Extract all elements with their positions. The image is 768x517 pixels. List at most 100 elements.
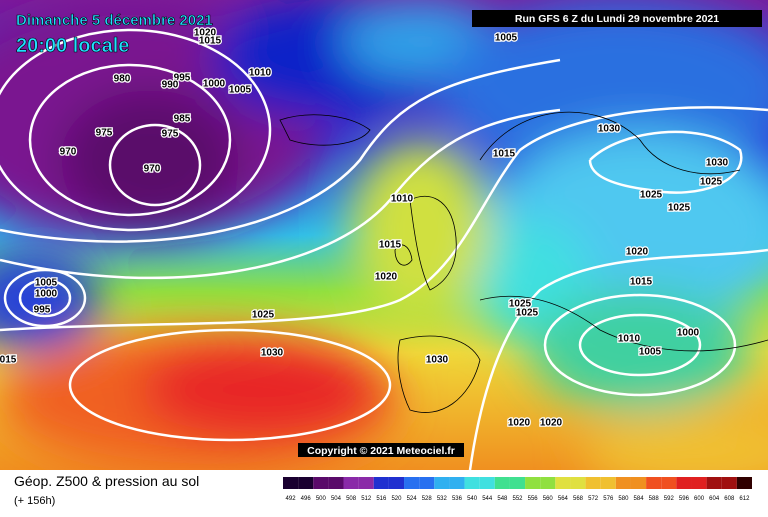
colorbar-swatch [585, 477, 601, 489]
colorbar-label: 536 [452, 496, 463, 502]
colorbar-label: 560 [543, 496, 554, 502]
colorbar-label: 504 [331, 496, 342, 502]
colorbar-label: 588 [649, 496, 660, 502]
footer-lead: (+ 156h) [14, 495, 55, 507]
colorbar-swatch [661, 477, 677, 489]
isobar-label: 995 [174, 73, 191, 84]
time: 20:00 locale [16, 35, 129, 57]
isobar-label: 1025 [640, 190, 663, 201]
colorbar-label: 608 [724, 496, 735, 502]
isobar-label: 1030 [598, 124, 621, 135]
isobar-label: 1015 [493, 149, 516, 160]
colorbar-label: 592 [664, 496, 675, 502]
colorbar-swatch [283, 477, 299, 489]
colorbar-label: 568 [573, 496, 584, 502]
isobar-label: 1010 [391, 194, 414, 205]
isobar-label: 995 [34, 305, 51, 316]
isobar-label: 1025 [252, 310, 275, 321]
colorbar-label: 572 [588, 496, 599, 502]
run-box [472, 10, 762, 27]
isobar-label: 1030 [706, 158, 729, 169]
colorbar-label: 540 [467, 496, 478, 502]
colorbar-swatch [721, 477, 737, 489]
isobar-label: 1005 [229, 85, 252, 96]
isobar-label: 1005 [35, 278, 58, 289]
colorbar-swatch [691, 477, 707, 489]
isobar-label: 1030 [426, 355, 449, 366]
colorbar-label: 524 [407, 496, 418, 502]
isobar-label: 975 [162, 129, 179, 140]
colorbar-label: 600 [694, 496, 705, 502]
isobar-label: 990 [162, 80, 179, 91]
colorbar: 492 496 500 504 508 512 516 520 524 528 532 536 540 5… [283, 477, 752, 502]
colorbar-label: 548 [497, 496, 508, 502]
colorbar-swatch [509, 477, 526, 489]
colorbar-swatch [736, 477, 752, 489]
colorbar-swatch [570, 477, 586, 489]
colorbar-swatch [555, 477, 571, 489]
coastlines [279, 111, 768, 413]
field [0, 0, 768, 470]
colorbar-swatch [464, 477, 480, 489]
isobar-label: 015 [0, 355, 17, 366]
isobar-label: 1020 [194, 28, 217, 39]
colorbar-label: 556 [528, 496, 539, 502]
isobar-label: 1010 [618, 334, 641, 345]
colorbar-label: 580 [618, 496, 629, 502]
colorbar-swatch [328, 477, 344, 489]
isobar-label: 1025 [509, 299, 532, 310]
isobar-label: 1005 [495, 33, 518, 44]
isobar-label: 1000 [677, 328, 700, 339]
isobar-label: 970 [144, 164, 161, 175]
isobar-label: 1020 [626, 247, 649, 258]
isobar-label: 1015 [379, 240, 402, 251]
isobar-label: 1015 [630, 277, 653, 288]
colorbar-swatch [434, 477, 450, 489]
isobar-label: 975 [96, 128, 113, 139]
isobar-label: 1000 [203, 79, 226, 90]
colorbar-label: 512 [361, 496, 372, 502]
isobar-label: 970 [60, 147, 77, 158]
colorbar-label: 544 [482, 496, 493, 502]
colorbar-swatch [449, 477, 465, 489]
isobar-label: 1005 [639, 347, 662, 358]
colorbar-swatch [358, 477, 374, 489]
colorbar-swatch [494, 477, 510, 489]
run-info: Run GFS 6 Z du Lundi 29 novembre 2021 [515, 13, 719, 25]
colorbar-label: 552 [512, 496, 523, 502]
colorbar-label: 576 [603, 496, 614, 502]
colorbar-label: 496 [301, 496, 312, 502]
isobar-label: 980 [114, 74, 131, 85]
colorbar-swatch [419, 477, 435, 489]
colorbar-label: 528 [422, 496, 433, 502]
colorbar-label: 564 [558, 496, 569, 502]
isobars [0, 28, 768, 470]
colorbar-label: 520 [391, 496, 402, 502]
isobar-label: 1025 [700, 177, 723, 188]
colorbar-swatch [343, 477, 359, 489]
colorbar-swatch [388, 477, 405, 489]
isobar-label: 1010 [249, 68, 272, 79]
colorbar-swatch [676, 477, 692, 489]
colorbar-swatch [404, 477, 420, 489]
isobar-label: 1025 [516, 308, 539, 319]
colorbar-label: 500 [316, 496, 327, 502]
isobar-label: 1030 [261, 348, 284, 359]
colorbar-swatch [479, 477, 495, 489]
colorbar-swatch [615, 477, 631, 489]
isobar-label: 1020 [540, 418, 563, 429]
colorbar-label: 604 [709, 496, 720, 502]
colorbar-swatch [525, 477, 541, 489]
colorbar-label: 492 [286, 496, 297, 502]
colorbar-label: 596 [679, 496, 690, 502]
isobar-label: 1000 [35, 289, 58, 300]
colorbar-label: 612 [739, 496, 750, 502]
colorbar-swatch [540, 477, 556, 489]
colorbar-label: 516 [376, 496, 387, 502]
footer-title: Géop. Z500 & pression au sol [14, 473, 199, 489]
colorbar-swatch [706, 477, 722, 489]
isobar-label: 985 [174, 114, 191, 125]
colorbar-swatch [600, 477, 616, 489]
